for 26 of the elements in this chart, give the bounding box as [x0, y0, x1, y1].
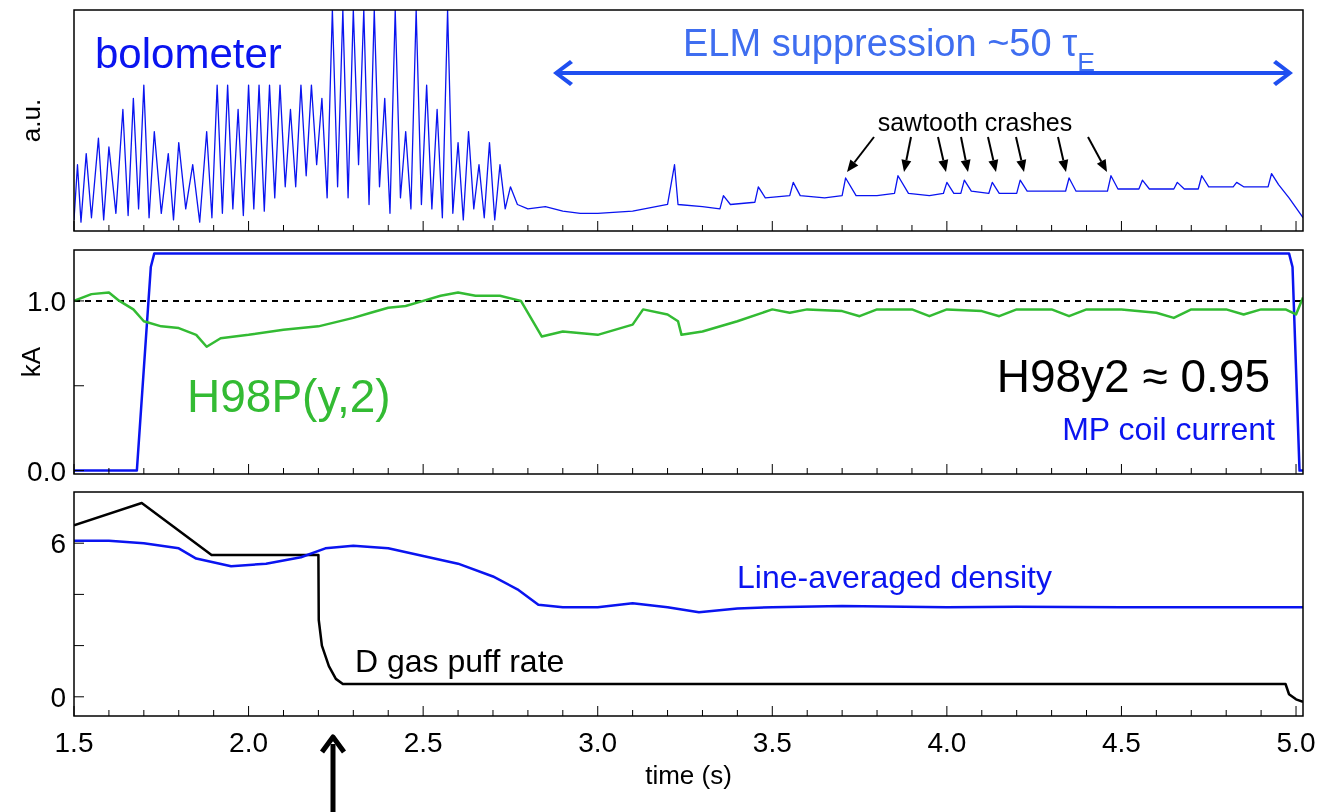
- y-tick-label: 1.0: [27, 285, 66, 317]
- x-tick-label: 4.5: [1101, 727, 1141, 758]
- x-tick-label: 1.5: [54, 727, 94, 758]
- x-tick-label: 2.0: [229, 727, 269, 758]
- annotation: H98y2 ≈ 0.95: [996, 350, 1270, 402]
- x-tick-label: 2.5: [403, 727, 443, 758]
- y-axis-title: kA: [16, 346, 46, 378]
- series-label: Line-averaged density: [737, 559, 1052, 595]
- x-axis-title: time (s): [645, 760, 732, 790]
- line-series: [74, 252, 1303, 472]
- x-tick-label: 3.5: [752, 727, 792, 758]
- series-label: H98P(y,2): [187, 370, 391, 422]
- y-axis-title: a.u.: [16, 98, 46, 143]
- line-series: [74, 291, 1303, 348]
- annotation: sawtooth crashes: [877, 108, 1073, 136]
- x-tick-label: 4.0: [927, 727, 967, 758]
- y-tick-label: 6: [50, 528, 66, 560]
- y-tick-label: 0: [50, 681, 66, 713]
- annotation: ELM suppression ~50 τ$_{E}$: [683, 22, 1095, 77]
- series-label: bolometer: [95, 30, 282, 77]
- series-label: D gas puff rate: [355, 643, 565, 679]
- x-tick-label: 3.0: [578, 727, 618, 758]
- y-tick-label: 0.0: [27, 455, 66, 487]
- line-series: [74, 539, 1303, 614]
- x-tick-label: 5.0: [1276, 727, 1316, 758]
- series-label: MP coil current: [1062, 411, 1276, 447]
